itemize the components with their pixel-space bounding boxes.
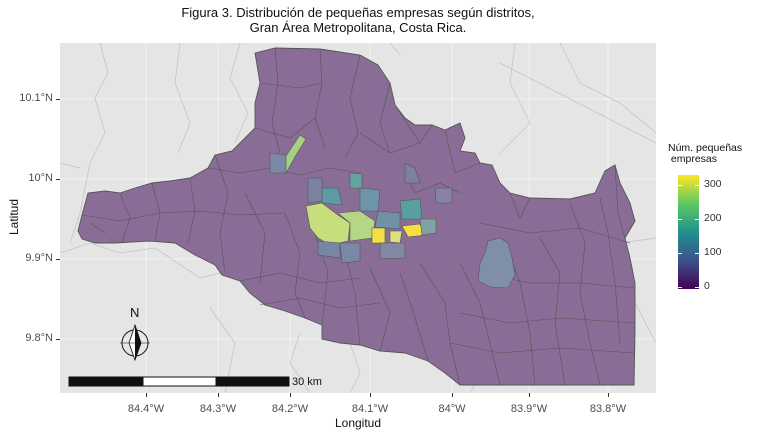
legend-notch xyxy=(695,253,699,254)
scale-bar xyxy=(68,376,290,387)
district-teal-3 xyxy=(399,198,423,220)
legend-notch xyxy=(678,253,682,254)
district-center-yellow1 xyxy=(371,227,386,244)
legend-title-line-2: empresas xyxy=(668,153,718,165)
district-blue-2 xyxy=(269,152,287,174)
map-title: Figura 3. Distribución de pequeñas empre… xyxy=(60,5,656,35)
y-tick-mark xyxy=(56,179,60,180)
x-tick-mark xyxy=(290,393,291,397)
title-line-1: Figura 3. Distribución de pequeñas empre… xyxy=(181,5,535,20)
legend-tick-label: 300 xyxy=(704,178,722,190)
y-tick-label: 10.1°N xyxy=(19,92,53,104)
x-tick-mark xyxy=(370,393,371,397)
district-east-blue xyxy=(477,237,516,289)
y-tick-mark xyxy=(56,99,60,100)
map-panel xyxy=(60,43,656,393)
legend-notch xyxy=(695,219,699,220)
district-blue-7 xyxy=(434,187,453,204)
district-blue-6 xyxy=(404,162,421,184)
x-tick-mark xyxy=(608,393,609,397)
legend-notch xyxy=(678,219,682,220)
legend-notch xyxy=(695,287,699,288)
legend-tick-label: 100 xyxy=(704,246,722,258)
y-axis-label: Latitud xyxy=(7,198,21,236)
legend: Núm. pequeñas empresas 300 200 100 0 xyxy=(668,143,758,293)
legend-title-line-1: Núm. pequeñas xyxy=(668,142,743,154)
x-tick-label: 84.1°W xyxy=(351,403,389,415)
legend-notch xyxy=(695,185,699,186)
y-tick-label: 10°N xyxy=(28,172,53,184)
x-tick-label: 84.4°W xyxy=(127,403,165,415)
district-teal-2 xyxy=(359,187,381,212)
legend-tick-label: 0 xyxy=(704,280,710,292)
x-tick-mark xyxy=(452,393,453,397)
legend-colorbar xyxy=(678,175,699,289)
x-tick-label: 83.9°W xyxy=(510,403,548,415)
title-line-2: Gran Área Metropolitana, Costa Rica. xyxy=(249,20,467,35)
scale-bar-label: 30 km xyxy=(292,376,322,388)
legend-notch xyxy=(678,185,682,186)
district-center-yellow2 xyxy=(401,223,426,238)
x-tick-mark xyxy=(529,393,530,397)
north-arrow-icon xyxy=(120,323,150,362)
district-choropleth xyxy=(269,134,516,289)
district-blue-1 xyxy=(307,177,323,204)
district-center-lightgreen2 xyxy=(389,230,403,244)
district-teal-5 xyxy=(419,218,437,236)
x-tick-label: 84.3°W xyxy=(199,403,237,415)
district-blue-4 xyxy=(379,242,406,260)
y-tick-label: 9.8°N xyxy=(25,332,53,344)
y-tick-mark xyxy=(56,339,60,340)
legend-notch xyxy=(678,287,682,288)
map-svg xyxy=(60,43,656,393)
legend-title: Núm. pequeñas empresas xyxy=(668,143,758,165)
y-tick-label: 9.9°N xyxy=(25,252,53,264)
north-arrow-label: N xyxy=(130,305,140,320)
y-tick-mark xyxy=(56,259,60,260)
district-blue-5 xyxy=(317,240,341,259)
x-axis-label: Longitud xyxy=(334,416,382,430)
x-tick-label: 83.8°W xyxy=(589,403,627,415)
district-north-teal xyxy=(349,172,363,189)
legend-tick-label: 200 xyxy=(704,212,722,224)
x-tick-label: 84.2°W xyxy=(271,403,309,415)
district-center-lightgreen xyxy=(305,202,351,246)
district-blue-3 xyxy=(339,242,361,264)
x-tick-mark xyxy=(218,393,219,397)
x-tick-label: 84°W xyxy=(438,403,466,415)
x-tick-mark xyxy=(146,393,147,397)
district-teal-4 xyxy=(374,210,401,230)
